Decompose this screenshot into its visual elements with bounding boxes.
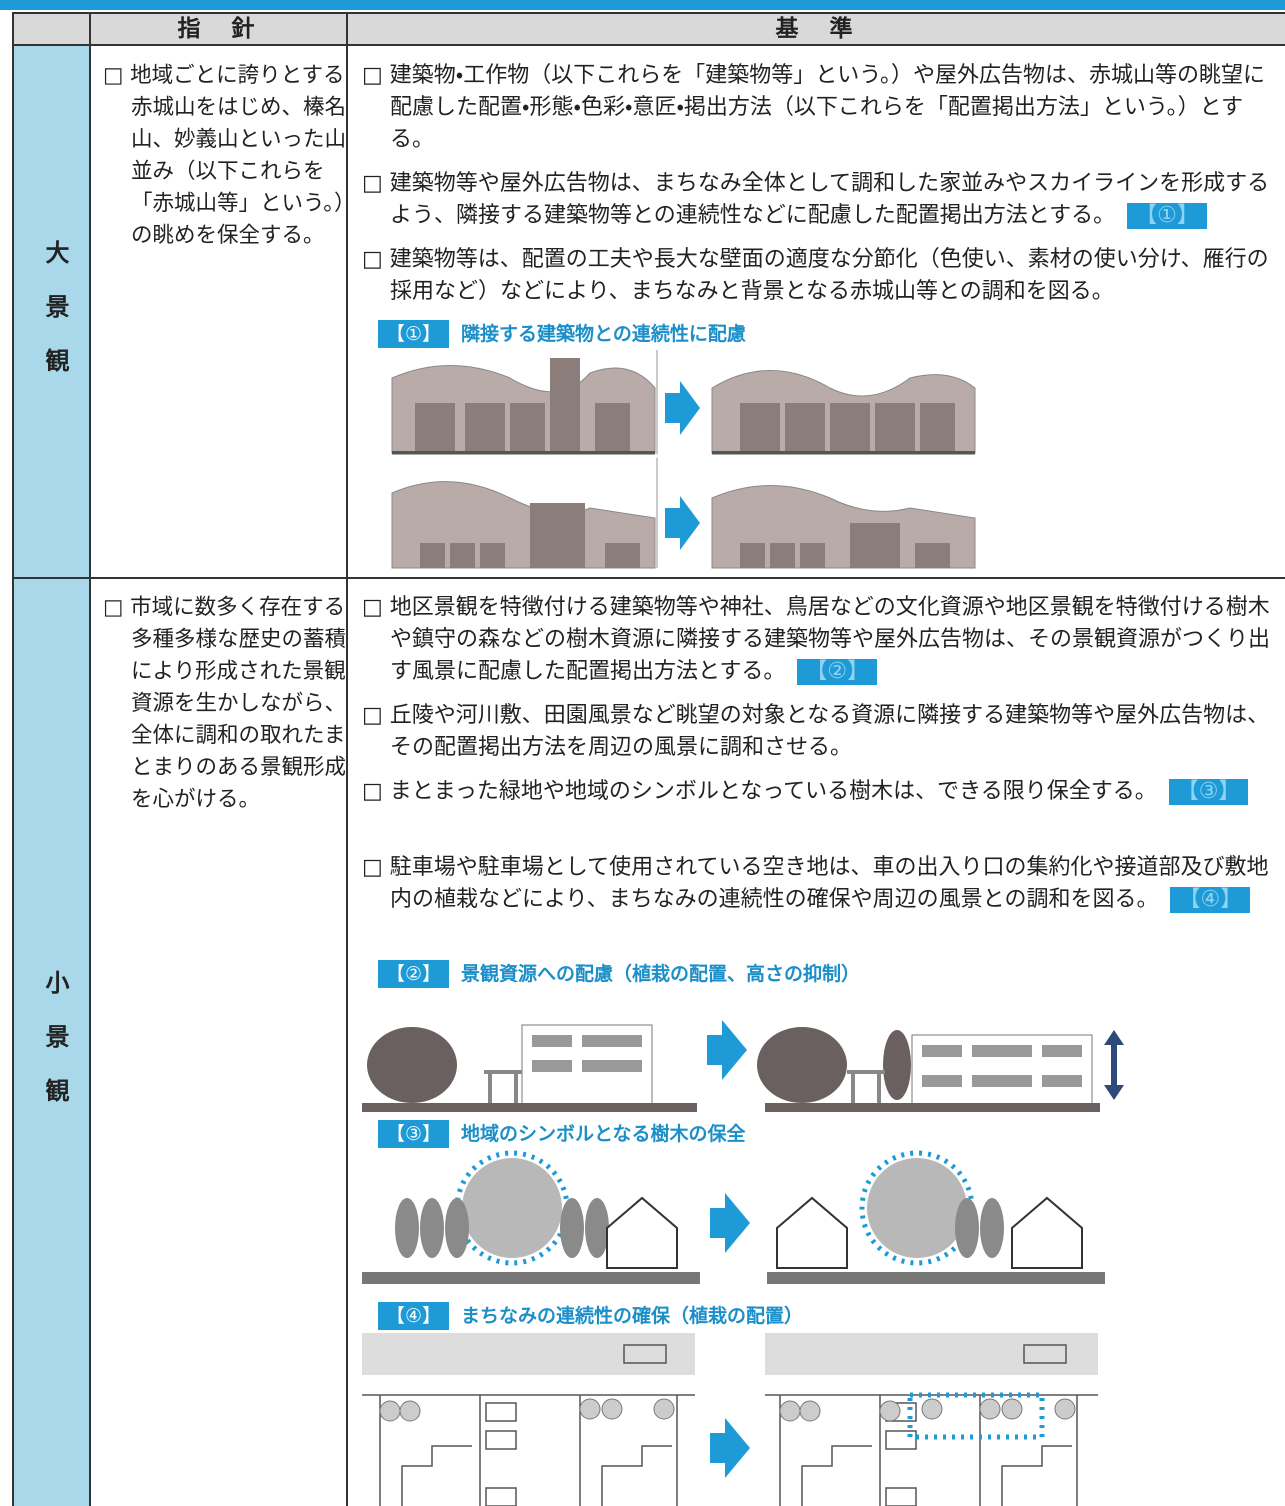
- criterion: □ 駐車場や駐車場として使用されている空き地は、車の出入り口の集約化や接道部及び…: [362, 852, 1280, 916]
- row-label: 小景観: [41, 970, 69, 1132]
- border: [12, 12, 14, 1506]
- label-column: [12, 45, 90, 1506]
- tag: 【②】: [797, 659, 878, 685]
- criterion-text: □ 丘陵や河川敷、田園風景など眺望の対象となる資源に隣接する建築物等や屋外広告物…: [362, 703, 1270, 760]
- illustration: [362, 1150, 1105, 1284]
- border: [12, 44, 1285, 46]
- criterion-text: □ まとまった緑地や地域のシンボルとなっている樹木は、できる限り保全する。: [362, 779, 1157, 804]
- tag: 【②】: [378, 960, 450, 988]
- figure-caption: 【①】 隣接する建築物との連続性に配慮: [378, 320, 746, 348]
- guideline: □ 市域に数多く存在する多種多様な歴史の蓄積により形成された景観資源を生かしなが…: [103, 595, 347, 812]
- figure-caption: 【②】 景観資源への配慮（植栽の配置、高さの抑制）: [378, 960, 860, 988]
- criterion-text: □ 建築物等は、配置の工夫や長大な壁面の適度な分節化（色使い、素材の使い分け、雁…: [362, 247, 1269, 304]
- top-bar: [0, 0, 1285, 10]
- tag: 【④】: [1170, 887, 1251, 913]
- tag: 【④】: [378, 1302, 450, 1330]
- tag: 【①】: [1127, 203, 1207, 229]
- figure-caption: 【④】 まちなみの連続性の確保（植栽の配置）: [378, 1302, 803, 1330]
- figure-caption: 【③】 地域のシンボルとなる樹木の保全: [378, 1120, 745, 1148]
- border: [12, 12, 1285, 14]
- border: [89, 12, 91, 1506]
- border: [346, 12, 348, 1506]
- border: [12, 577, 1285, 579]
- criterion: □ 建築物等は、配置の工夫や長大な壁面の適度な分節化（色使い、素材の使い分け、雁…: [362, 244, 1280, 308]
- header-cell: 指 針: [177, 16, 259, 42]
- criterion: □ まとまった緑地や地域のシンボルとなっている樹木は、できる限り保全する。 【③】: [362, 776, 1250, 808]
- criterion-text: □ 建築物等や屋外広告物は、まちなみ全体として調和した家並みやスカイラインを形成…: [362, 171, 1270, 228]
- tag: 【③】: [378, 1120, 450, 1148]
- criterion: □ 建築物・工作物（以下これらを「建築物等」という。）や屋外広告物は、赤城山等の…: [362, 60, 1280, 156]
- illustration: [362, 1020, 1124, 1112]
- tag: 【①】: [378, 320, 450, 348]
- header-cell: 基 準: [775, 16, 857, 42]
- criterion-text: □ 地区景観を特徴付ける建築物等や神社、鳥居などの文化資源や地区景観を特徴付ける…: [362, 595, 1271, 684]
- header-bg: [12, 14, 1285, 45]
- caption: 景観資源への配慮（植栽の配置、高さの抑制）: [461, 963, 861, 985]
- tag: 【③】: [1168, 779, 1249, 805]
- caption: 隣接する建築物との連続性に配慮: [461, 323, 746, 345]
- caption: 地域のシンボルとなる樹木の保全: [461, 1123, 746, 1145]
- illustration: [391, 350, 976, 569]
- caption: まちなみの連続性の確保（植栽の配置）: [461, 1305, 804, 1327]
- criterion: □ 地区景観を特徴付ける建築物等や神社、鳥居などの文化資源や地区景観を特徴付ける…: [362, 592, 1280, 688]
- row-label: 大景観: [41, 240, 69, 402]
- criterion-text: □ 駐車場や駐車場として使用されている空き地は、車の出入り口の集約化や接道部及び…: [362, 855, 1269, 912]
- guideline: □ 地域ごとに誇りとする赤城山をはじめ、榛名山、妙義山といった山並み（以下これら…: [103, 63, 356, 248]
- criterion-text: □ 建築物・工作物（以下これらを「建築物等」という。）や屋外広告物は、赤城山等の…: [362, 63, 1265, 152]
- criterion: □ 丘陵や河川敷、田園風景など眺望の対象となる資源に隣接する建築物等や屋外広告物…: [362, 700, 1280, 764]
- illustration: [362, 1333, 1098, 1506]
- criterion: □ 建築物等や屋外広告物は、まちなみ全体として調和した家並みやスカイラインを形成…: [362, 168, 1280, 232]
